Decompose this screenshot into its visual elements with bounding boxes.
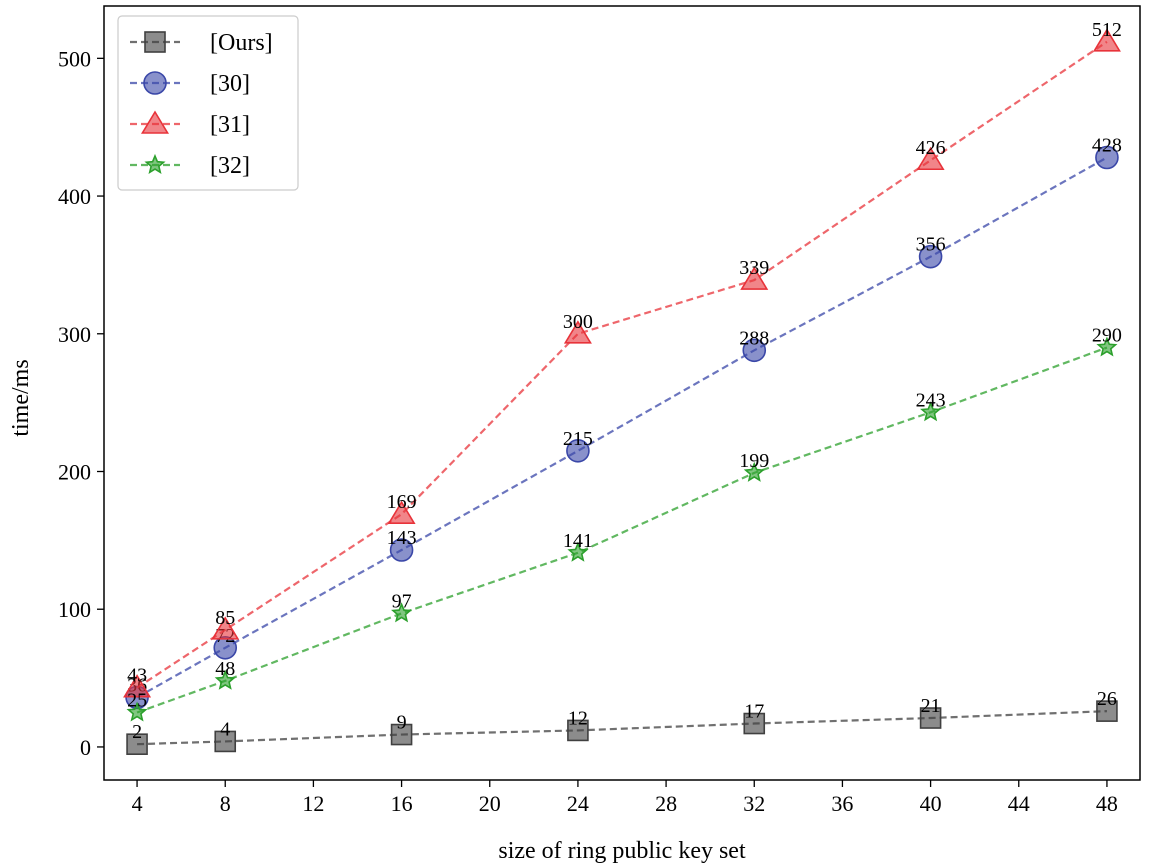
y-tick-label: 100 [58, 597, 91, 622]
data-point [743, 461, 765, 482]
data-label: 215 [563, 428, 593, 450]
data-point [920, 401, 942, 422]
legend-marker [140, 110, 170, 134]
data-label: 2 [132, 721, 142, 743]
data-label: 25 [127, 690, 147, 712]
data-label: 199 [739, 450, 769, 472]
series-line [136, 346, 1108, 714]
x-axis-label: size of ring public key set [498, 838, 746, 864]
series-line [137, 710, 1107, 746]
data-point [214, 730, 237, 753]
data-point [214, 669, 236, 690]
data-point [1096, 336, 1118, 357]
y-tick-label: 200 [58, 460, 91, 485]
data-point [567, 719, 589, 742]
x-tick-label: 4 [132, 791, 143, 816]
data-label: 169 [387, 491, 417, 513]
x-tick-label: 40 [920, 791, 942, 816]
data-point [743, 712, 766, 735]
legend-marker [144, 153, 166, 174]
y-tick-label: 400 [58, 184, 91, 209]
data-point [387, 500, 416, 524]
data-label: 12 [568, 707, 588, 729]
legend-label: [30] [210, 71, 250, 97]
data-point [566, 439, 590, 463]
data-label: 356 [916, 234, 946, 256]
data-point [1092, 28, 1121, 52]
x-tick-label: 28 [655, 791, 677, 816]
data-point [918, 244, 943, 269]
data-label: 143 [387, 527, 417, 549]
x-tick-label: 36 [831, 791, 853, 816]
series-circle: 3672143215288356428 [125, 134, 1122, 710]
x-tick-label: 24 [567, 791, 589, 816]
data-label: 9 [397, 712, 407, 734]
legend-marker [143, 71, 167, 95]
y-tick-label: 500 [58, 46, 91, 71]
legend: [Ours] [30] [31] [32] [117, 15, 299, 191]
legend-entry: [30] [130, 71, 250, 97]
data-label: 141 [563, 530, 593, 552]
y-tick-label: 0 [80, 735, 91, 760]
data-point [389, 538, 414, 562]
data-point [123, 674, 152, 698]
x-tick-label: 32 [743, 791, 765, 816]
data-label: 85 [215, 607, 235, 629]
x-tick-label: 16 [391, 791, 413, 816]
data-point [742, 338, 767, 363]
data-point [1096, 700, 1118, 722]
data-point [916, 146, 945, 171]
data-point [126, 701, 148, 722]
data-label: 21 [921, 695, 941, 717]
y-tick-label: 300 [58, 322, 91, 347]
series-star: 25 48 97 141 199 243 290 [126, 325, 1122, 722]
data-point [1095, 145, 1119, 170]
data-point [211, 616, 240, 640]
data-label: 243 [916, 389, 946, 411]
legend-entry: [32] [130, 153, 250, 179]
x-tick-label: 8 [220, 791, 231, 816]
legend-label: [31] [210, 112, 250, 138]
data-label: 43 [127, 665, 147, 687]
legend-label: [32] [210, 153, 250, 179]
x-tick-label: 20 [479, 791, 501, 816]
series-line [136, 156, 1108, 699]
plot-frame [103, 5, 1141, 781]
data-point [563, 320, 592, 344]
y-axis-label: time/ms [8, 359, 34, 436]
data-label: 48 [215, 658, 235, 680]
data-point [126, 733, 148, 755]
data-label: 512 [1092, 19, 1122, 41]
plot-area: 2491217212636721432152883564284385169300… [123, 19, 1122, 755]
data-point [390, 723, 413, 746]
x-tick-label: 48 [1096, 791, 1118, 816]
series-triangle: 43 85 169 300 339 426 512 [123, 19, 1122, 698]
legend-label: [Ours] [210, 30, 273, 56]
legend-marker [144, 31, 166, 53]
x-tick-label: 44 [1008, 791, 1030, 816]
data-label: 4 [220, 718, 230, 740]
data-label: 97 [392, 590, 412, 612]
data-label: 428 [1092, 134, 1122, 156]
legend-entry: [31] [130, 110, 250, 138]
data-label: 290 [1092, 325, 1122, 347]
data-label: 288 [739, 327, 769, 349]
data-label: 17 [744, 701, 764, 723]
data-point [391, 602, 413, 623]
data-label: 426 [916, 137, 946, 159]
data-label: 26 [1097, 688, 1117, 710]
data-point [919, 707, 942, 729]
legend-box [117, 15, 299, 191]
data-point [740, 266, 769, 290]
data-point [567, 541, 589, 562]
x-tick-label: 12 [302, 791, 324, 816]
series-square: 2 4 9 12 17 21 26 [126, 688, 1118, 755]
data-label: 339 [739, 257, 769, 279]
legend-entry: [Ours] [130, 30, 273, 56]
data-label: 300 [563, 311, 593, 333]
